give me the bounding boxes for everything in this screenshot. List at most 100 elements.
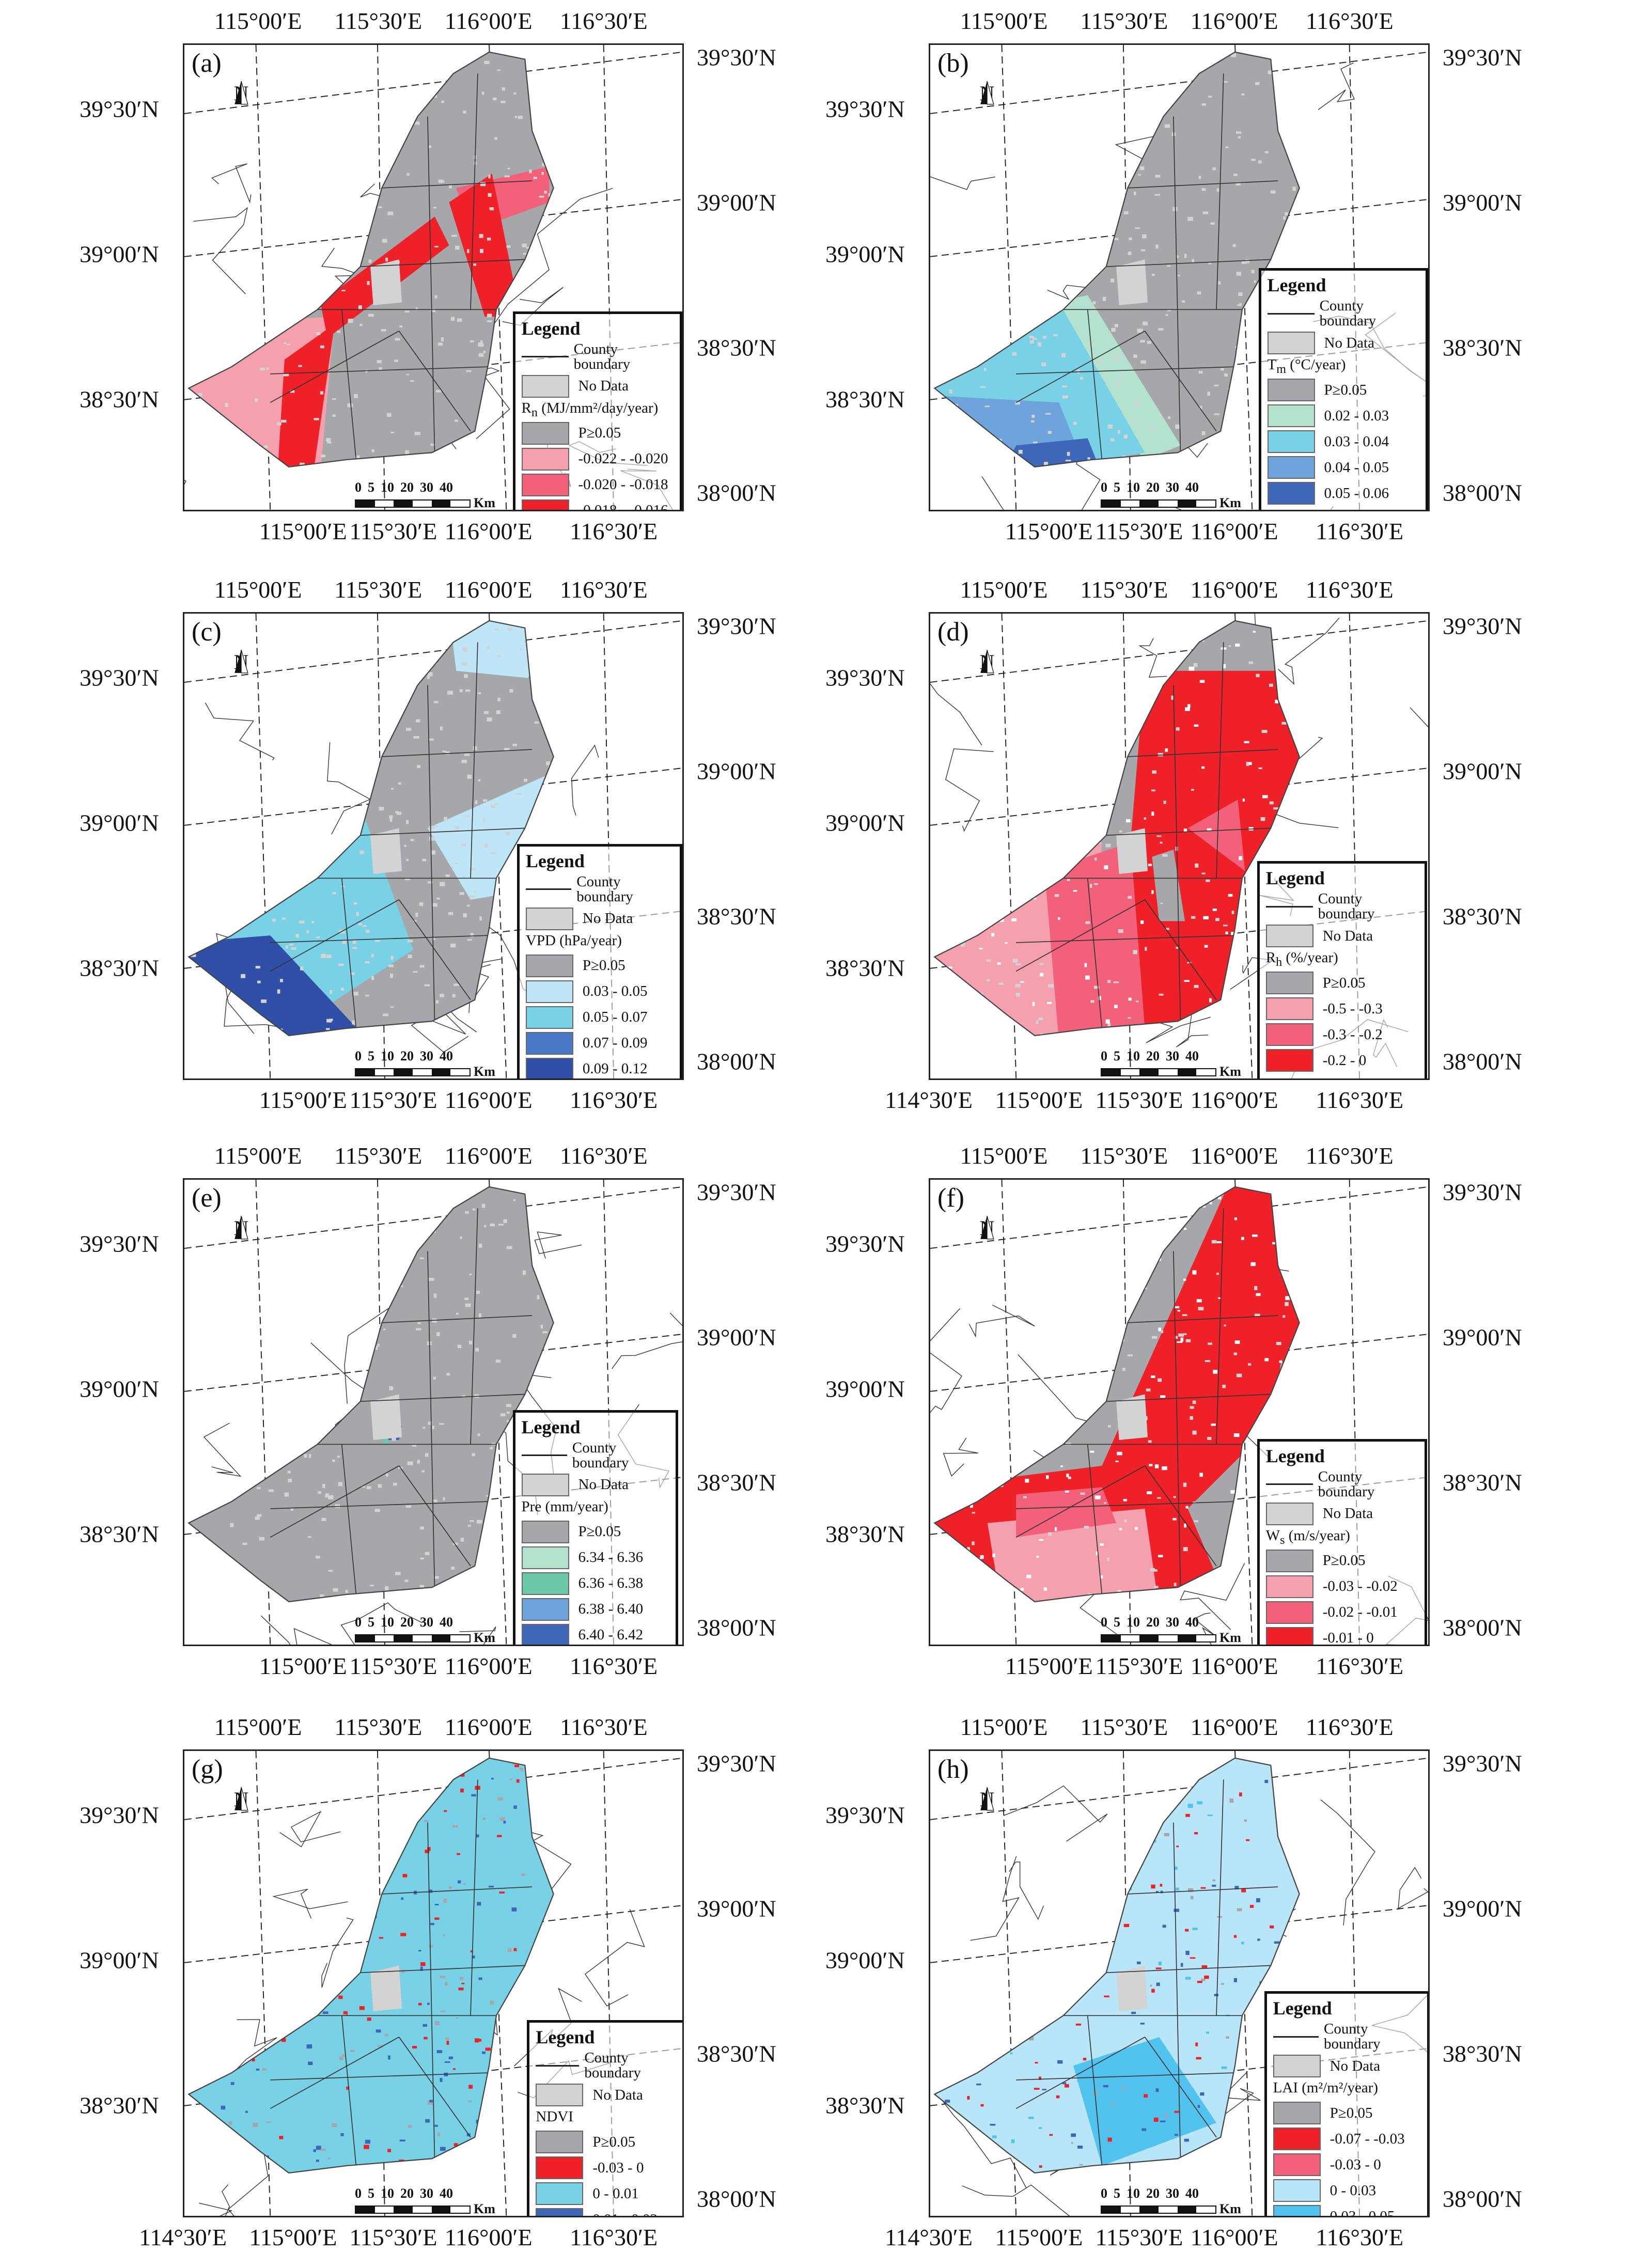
pixel-speckle: [305, 1186, 308, 1187]
pixel-speckle: [278, 1958, 284, 1961]
pixel-speckle: [345, 216, 350, 219]
pixel-speckle: [443, 1898, 447, 1903]
pixel-speckle: [1084, 802, 1089, 805]
pixel-speckle: [340, 2133, 344, 2136]
pixel-speckle: [934, 1383, 936, 1386]
pixel-speckle: [204, 1567, 209, 1570]
no-data-patch: [1116, 828, 1148, 874]
county-boundary: [360, 1394, 525, 1402]
pixel-speckle: [1320, 1898, 1323, 1902]
pixel-speckle: [1047, 1002, 1052, 1004]
pixel-speckle: [1123, 434, 1128, 439]
pixel-speckle: [400, 1237, 405, 1240]
legend-no-data: No Data: [1265, 925, 1418, 948]
pixel-speckle: [937, 399, 941, 401]
pixel-speckle: [997, 294, 1001, 298]
pixel-speckle: [521, 1769, 523, 1772]
legend-class: 0 - 0.03: [1273, 2179, 1421, 2202]
latitude-label-right: 38°00′N: [697, 1048, 776, 1075]
pixel-speckle: [1176, 947, 1179, 949]
pixel-speckle: [452, 2068, 456, 2070]
pixel-speckle: [630, 1838, 632, 1842]
pixel-speckle: [1317, 1379, 1322, 1381]
map-legend: Legend County boundary No Data Ws (m/s/year…: [1257, 1438, 1427, 1645]
pixel-speckle: [642, 278, 647, 280]
pixel-speckle: [681, 703, 682, 706]
pixel-speckle: [1367, 1244, 1371, 1245]
pixel-speckle: [496, 1835, 502, 1837]
pixel-speckle: [1002, 1476, 1005, 1478]
pixel-speckle: [353, 1899, 357, 1902]
pixel-speckle: [190, 953, 196, 957]
pixel-speckle: [567, 1322, 569, 1324]
pixel-speckle: [1237, 304, 1241, 306]
scale-numbers: 0 5 10 20 30 40: [355, 1615, 495, 1630]
scale-tick-label: 30: [1166, 480, 1179, 495]
pixel-speckle: [278, 1340, 282, 1343]
pixel-speckle: [277, 1959, 280, 1963]
pixel-speckle: [327, 2190, 330, 2192]
pixel-speckle: [1201, 1965, 1208, 1968]
pixel-speckle: [948, 271, 952, 274]
latitude-label-right: 38°00′N: [1443, 1048, 1522, 1075]
pixel-speckle: [1016, 1903, 1019, 1905]
legend-class: -0.02 - -0.01: [1265, 1601, 1418, 1624]
pixel-speckle: [430, 1922, 434, 1926]
pixel-speckle: [598, 231, 603, 234]
pixel-speckle: [1371, 840, 1374, 842]
pixel-speckle: [316, 1832, 321, 1836]
county-boundary: [270, 1465, 399, 1538]
pixel-speckle: [459, 892, 464, 895]
pixel-speckle: [328, 1639, 331, 1643]
pixel-speckle: [253, 452, 259, 457]
pixel-speckle: [461, 2164, 466, 2168]
pixel-speckle: [205, 2026, 208, 2028]
pixel-speckle: [206, 2172, 211, 2173]
pixel-speckle: [967, 1617, 972, 1620]
scale-segment: [1177, 1069, 1197, 1075]
pixel-speckle: [418, 2003, 422, 2006]
class-label: -0.03 - -0.02: [1322, 1578, 1398, 1595]
pixel-speckle: [355, 130, 359, 134]
pixel-speckle: [1014, 216, 1018, 221]
class-swatch: [1265, 997, 1313, 1021]
pixel-speckle: [552, 198, 554, 202]
legend-variable: Pre (mm/year): [522, 1499, 670, 1518]
pixel-speckle: [1107, 980, 1111, 983]
pixel-speckle: [487, 717, 492, 722]
pixel-speckle: [1092, 301, 1096, 305]
trend-zone: [449, 174, 521, 317]
pixel-speckle: [1236, 272, 1241, 276]
pixel-speckle: [1191, 916, 1196, 919]
legend-county-boundary: County boundary: [1273, 2022, 1421, 2052]
pixel-speckle: [1400, 259, 1404, 261]
pixel-speckle: [1060, 105, 1064, 110]
pixel-speckle: [1355, 1911, 1360, 1913]
pixel-speckle: [352, 940, 356, 944]
pixel-speckle: [309, 2202, 312, 2205]
pixel-speckle: [225, 741, 231, 744]
latitude-label-left: 39°00′N: [825, 1375, 905, 1402]
pixel-speckle: [1118, 381, 1123, 383]
north-arrow-icon: [980, 81, 994, 105]
pixel-speckle: [949, 389, 952, 394]
pixel-speckle: [189, 1462, 192, 1465]
pixel-speckle: [198, 2135, 201, 2139]
pixel-speckle: [1234, 1217, 1237, 1221]
pixel-speckle: [999, 919, 1004, 922]
pixel-speckle: [1122, 1368, 1125, 1371]
pixel-speckle: [1275, 699, 1279, 703]
class-label: 0 - 0.01: [592, 2185, 639, 2202]
pixel-speckle: [316, 2146, 321, 2150]
pixel-speckle: [1235, 644, 1240, 647]
pixel-speckle: [189, 2208, 193, 2211]
pixel-speckle: [1411, 838, 1414, 840]
pixel-speckle: [285, 1452, 289, 1456]
pixel-speckle: [360, 212, 364, 214]
pixel-speckle: [1251, 270, 1255, 274]
pixel-speckle: [262, 2068, 267, 2071]
pixel-speckle: [1118, 1805, 1123, 1808]
pixel-speckle: [978, 693, 982, 697]
legend-class: 6.36 - 6.38: [521, 1572, 670, 1595]
pixel-speckle: [277, 1452, 280, 1457]
